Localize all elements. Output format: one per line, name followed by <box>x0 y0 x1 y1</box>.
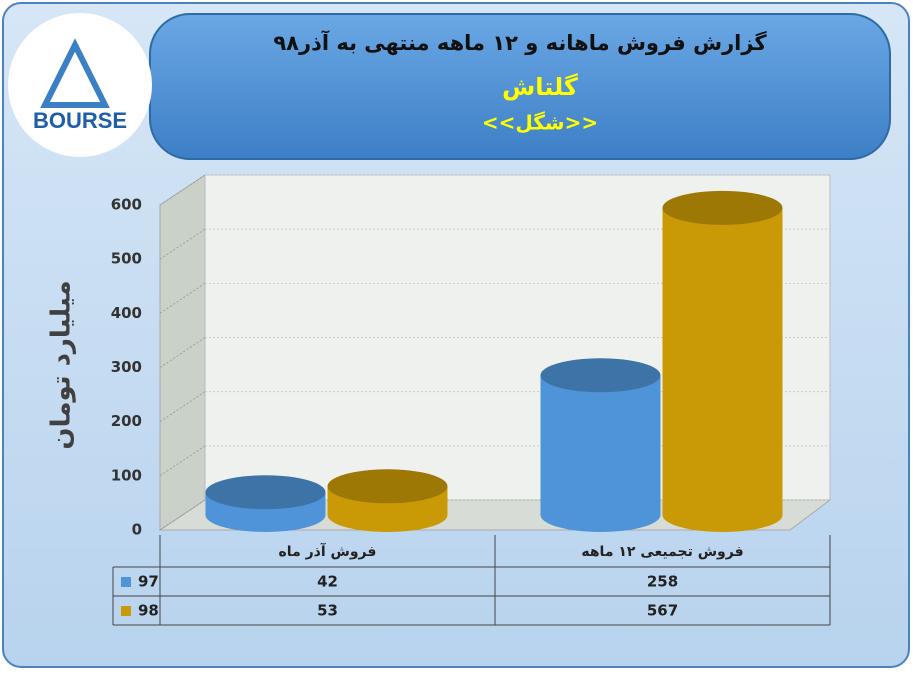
chart-subtitle: گلتاش <box>502 73 578 101</box>
chart-title: گزارش فروش ماهانه و ۱۲ ماهه منتهی به آذر… <box>273 30 767 55</box>
grid-line <box>159 174 206 206</box>
grid-line <box>159 391 206 423</box>
legend-swatch <box>121 577 131 587</box>
logo-mark <box>40 38 110 108</box>
side-wall <box>159 174 206 531</box>
table-value: 567 <box>647 602 678 620</box>
grid-line <box>159 499 206 531</box>
bar-top <box>662 190 783 225</box>
y-tick-label: 300 <box>111 358 142 376</box>
grid-line <box>159 337 206 368</box>
bar-top <box>205 475 326 510</box>
table-value: 53 <box>317 602 338 620</box>
y-tick-label: 200 <box>111 412 142 430</box>
bar-top <box>327 469 448 504</box>
bar-top <box>540 358 661 393</box>
y-tick-label: 600 <box>111 196 142 214</box>
grid-line <box>159 445 206 477</box>
symbol: <<شگل>> <box>482 111 598 135</box>
x-tick-label: فروش آذر ماه <box>279 542 377 560</box>
y-tick-label: 0 <box>132 521 142 539</box>
grid-line <box>159 282 206 314</box>
logo-text: BOURSE <box>33 108 127 133</box>
y-tick-label: 400 <box>111 304 142 322</box>
legend-swatch <box>121 606 131 616</box>
bar <box>662 207 783 532</box>
table-value: 258 <box>647 573 678 591</box>
grid-line <box>159 228 206 260</box>
y-tick-label: 100 <box>111 466 142 484</box>
bar <box>540 375 661 532</box>
x-tick-label: فروش تجمیعی ۱۲ ماهه <box>581 544 743 560</box>
y-axis-label: میلیارد تومان <box>47 280 77 449</box>
legend-label: 97 <box>138 573 159 591</box>
logo-circle <box>8 13 152 157</box>
legend-label: 98 <box>138 602 159 620</box>
table-value: 42 <box>317 573 338 591</box>
y-tick-label: 500 <box>111 250 142 268</box>
